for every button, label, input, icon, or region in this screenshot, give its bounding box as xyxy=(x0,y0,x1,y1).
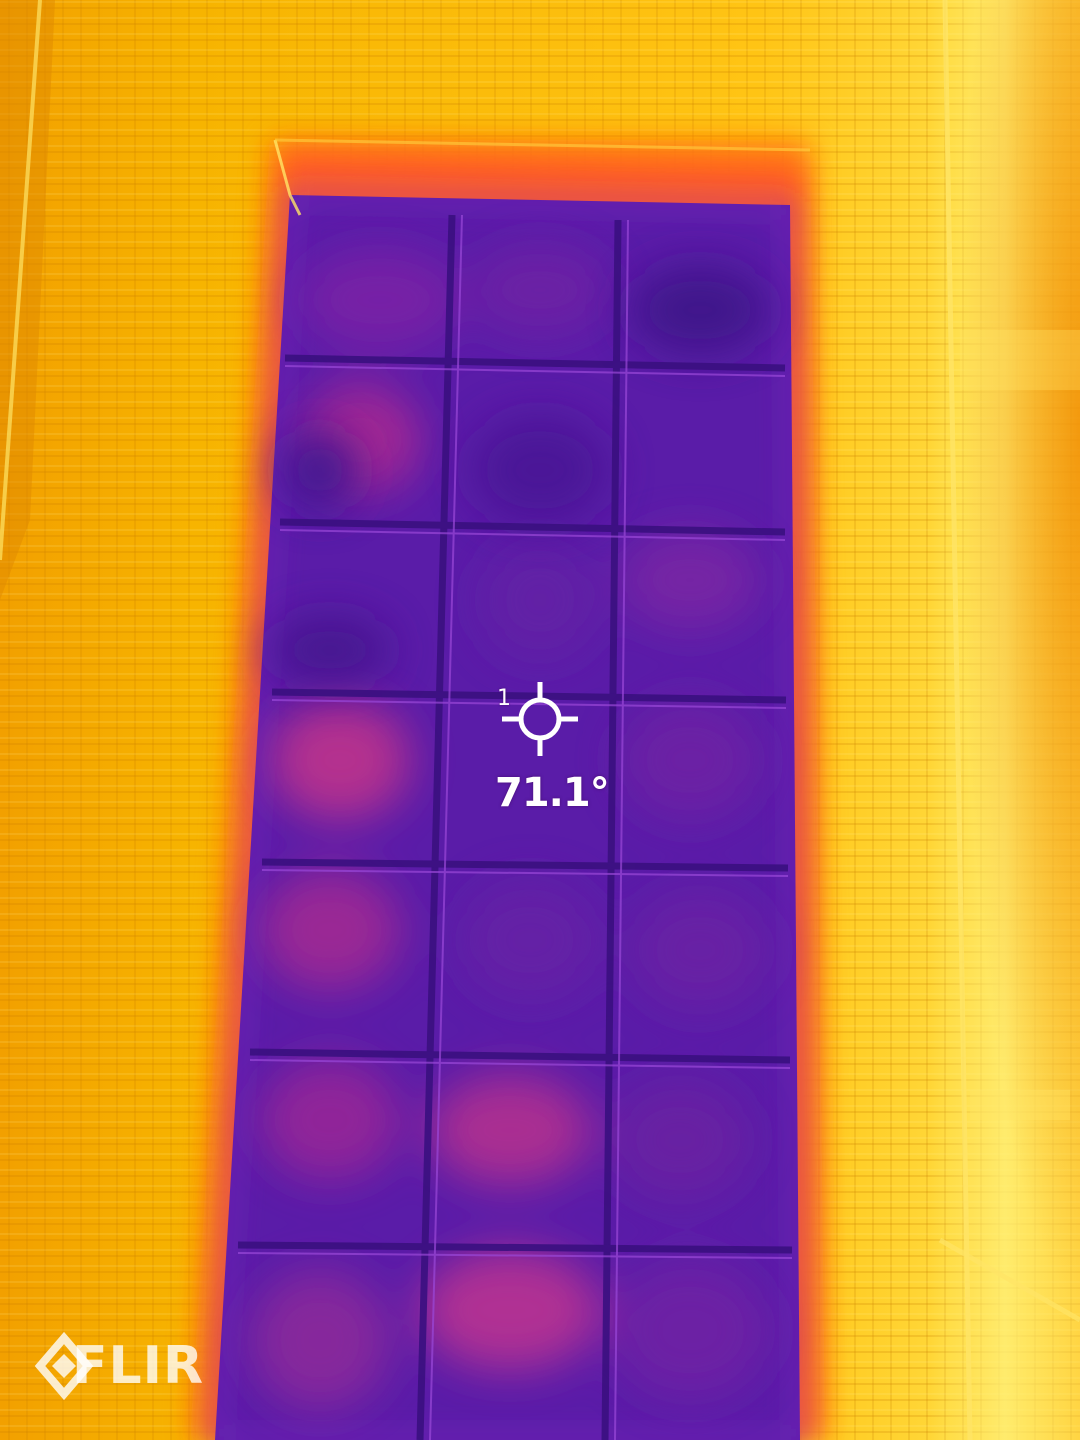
flir-diamond-icon xyxy=(34,1331,94,1401)
crosshair-icon xyxy=(502,682,578,756)
spot-index-label: 1 xyxy=(497,686,511,711)
flir-logo-text: FLIR xyxy=(72,1336,205,1396)
spot-temperature-readout: 71.1° xyxy=(495,770,610,816)
